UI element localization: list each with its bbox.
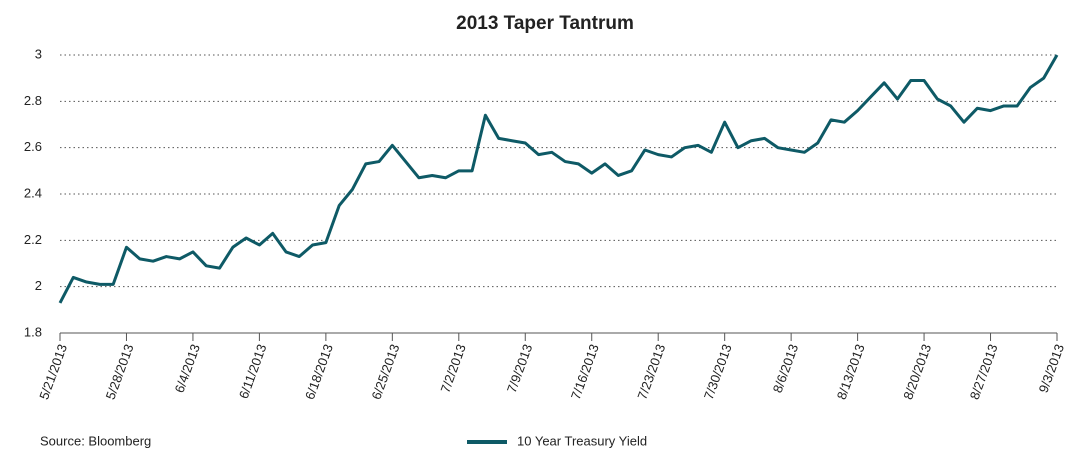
x-tick-label: 8/13/2013 (834, 342, 868, 401)
x-tick-label: 7/23/2013 (634, 342, 668, 401)
y-tick-label: 3 (35, 46, 42, 61)
y-tick-label: 2.4 (24, 185, 42, 200)
y-tick-label: 2.2 (24, 232, 42, 247)
x-tick-label: 6/18/2013 (302, 342, 336, 401)
y-tick-label: 2 (35, 278, 42, 293)
legend-label: 10 Year Treasury Yield (517, 433, 647, 448)
x-tick-label: 7/2/2013 (437, 342, 468, 395)
x-tick-label: 6/4/2013 (172, 342, 203, 395)
x-tick-label: 7/16/2013 (568, 342, 602, 401)
source-note: Source: Bloomberg (40, 433, 151, 448)
x-tick-label: 8/27/2013 (967, 342, 1001, 401)
x-tick-label: 5/21/2013 (36, 342, 70, 401)
data-line (58, 54, 1059, 304)
x-tick-label: 7/9/2013 (504, 342, 535, 395)
x-tick-label: 7/30/2013 (701, 342, 735, 401)
chart-title: 2013 Taper Tantrum (456, 13, 634, 34)
x-tick-label: 8/20/2013 (900, 342, 934, 401)
x-tick-label: 6/25/2013 (369, 342, 403, 401)
y-tick-label: 1.8 (24, 324, 42, 339)
y-tick-label: 2.6 (24, 139, 42, 154)
x-tick-label: 6/11/2013 (236, 342, 270, 401)
x-tick-label: 8/6/2013 (770, 342, 801, 395)
x-tick-label: 9/3/2013 (1036, 342, 1067, 395)
y-tick-label: 2.8 (24, 93, 42, 108)
x-tick-label: 5/28/2013 (103, 342, 137, 401)
